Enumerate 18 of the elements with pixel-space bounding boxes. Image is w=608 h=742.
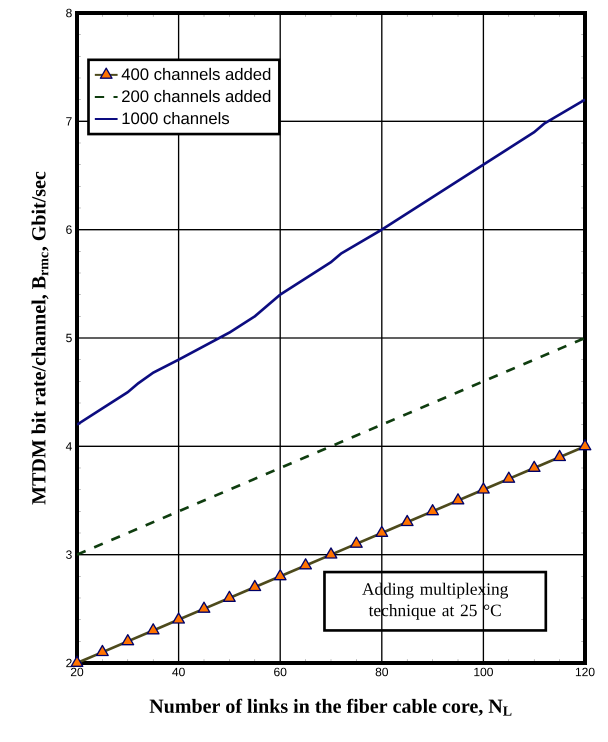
x-tick-label: 60 — [274, 668, 286, 676]
y-tick-label: 3 — [66, 550, 72, 559]
y-tick-label: 7 — [66, 117, 72, 126]
x-axis-title: Number of links in the fiber cable core, N$_{L}$ — [150, 698, 512, 716]
y-tick-label: 6 — [66, 225, 72, 234]
x-tick-label: 80 — [376, 668, 388, 676]
x-tick-label: 20 — [70, 668, 84, 676]
legend-label: 200 channels added — [122, 90, 270, 102]
legend-label: 400 channels added — [122, 68, 270, 80]
y-axis-title: MTDM bit rate/channel, B$_{rmc}$, Gbit/sec — [32, 172, 48, 504]
legend-label: 1000 channels — [122, 112, 230, 124]
y-tick-label: 4 — [66, 442, 72, 450]
y-tick-label: 8 — [66, 8, 72, 18]
x-tick-label: 120 — [576, 668, 595, 676]
x-tick-label: 40 — [172, 668, 185, 676]
y-tick-label: 2 — [66, 658, 72, 668]
x-tick-label: 100 — [474, 668, 493, 676]
y-tick-label: 5 — [66, 334, 72, 342]
